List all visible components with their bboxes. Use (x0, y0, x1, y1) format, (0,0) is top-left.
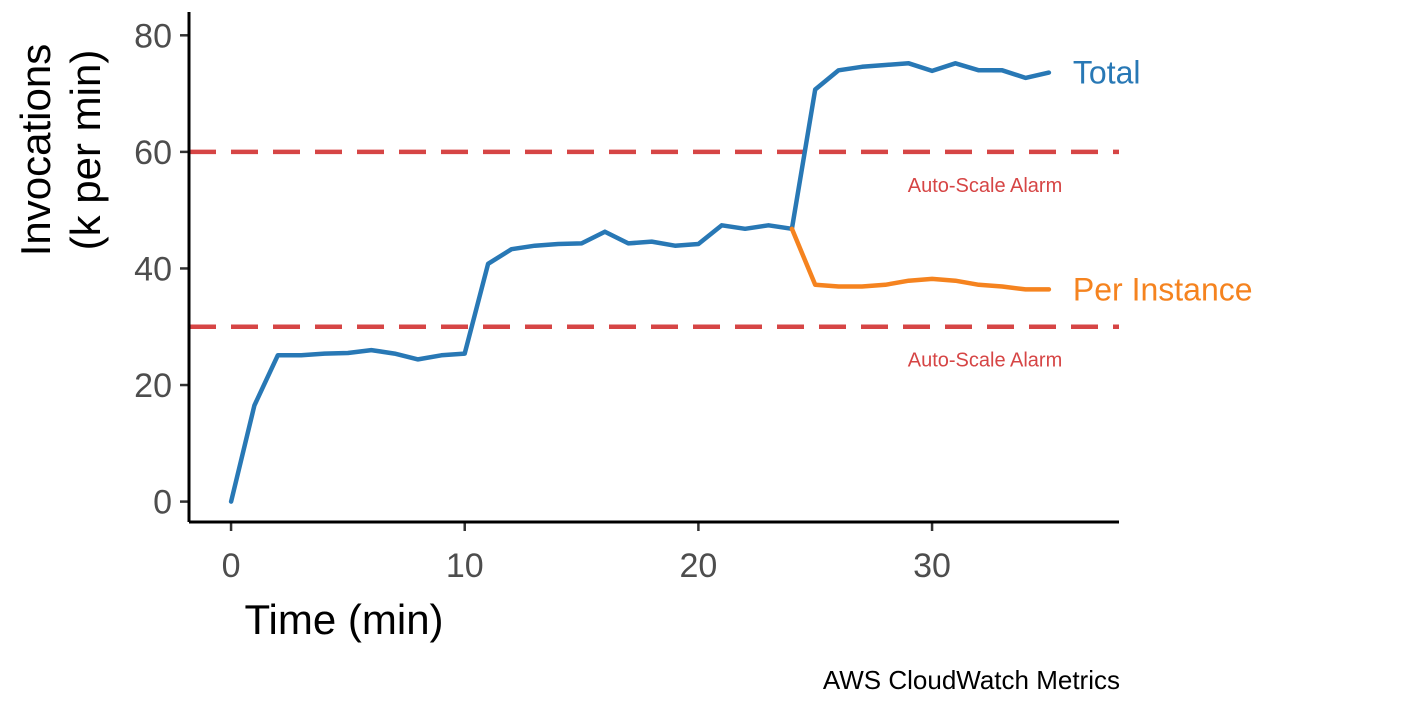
y-axis-ticks: 0 20 40 60 80 (134, 17, 189, 522)
series-line-total (228, 61, 1052, 504)
series-labels: Total Per Instance (1073, 55, 1253, 308)
series-lines (228, 61, 1052, 504)
y-tick-label-0: 0 (153, 484, 172, 522)
y-tick-label-20: 20 (134, 367, 172, 405)
y-tick-label-40: 40 (134, 250, 172, 288)
y-axis-title-line-2: (k per min) (62, 50, 109, 251)
x-tick-label-10: 10 (446, 547, 484, 585)
series-label-per-instance: Per Instance (1073, 271, 1253, 307)
y-tick-label-60: 60 (134, 134, 172, 172)
chart-caption: AWS CloudWatch Metrics (823, 665, 1120, 695)
y-tick-label-80: 80 (134, 17, 172, 55)
series-line-per-instance (789, 226, 1052, 292)
x-tick-label-0: 0 (222, 547, 241, 585)
x-axis-title: Time (min) (244, 596, 443, 643)
series-label-total: Total (1073, 55, 1141, 91)
y-axis-title-line-1: Invocations (12, 44, 59, 256)
alarm-label-60: Auto-Scale Alarm (908, 175, 1063, 197)
x-tick-label-20: 20 (679, 547, 717, 585)
alarm-label-30: Auto-Scale Alarm (908, 350, 1063, 372)
reference-lines: Auto-Scale Alarm Auto-Scale Alarm (189, 149, 1119, 372)
x-tick-label-30: 30 (913, 547, 951, 585)
x-axis-ticks: 0 10 20 30 (222, 522, 951, 585)
